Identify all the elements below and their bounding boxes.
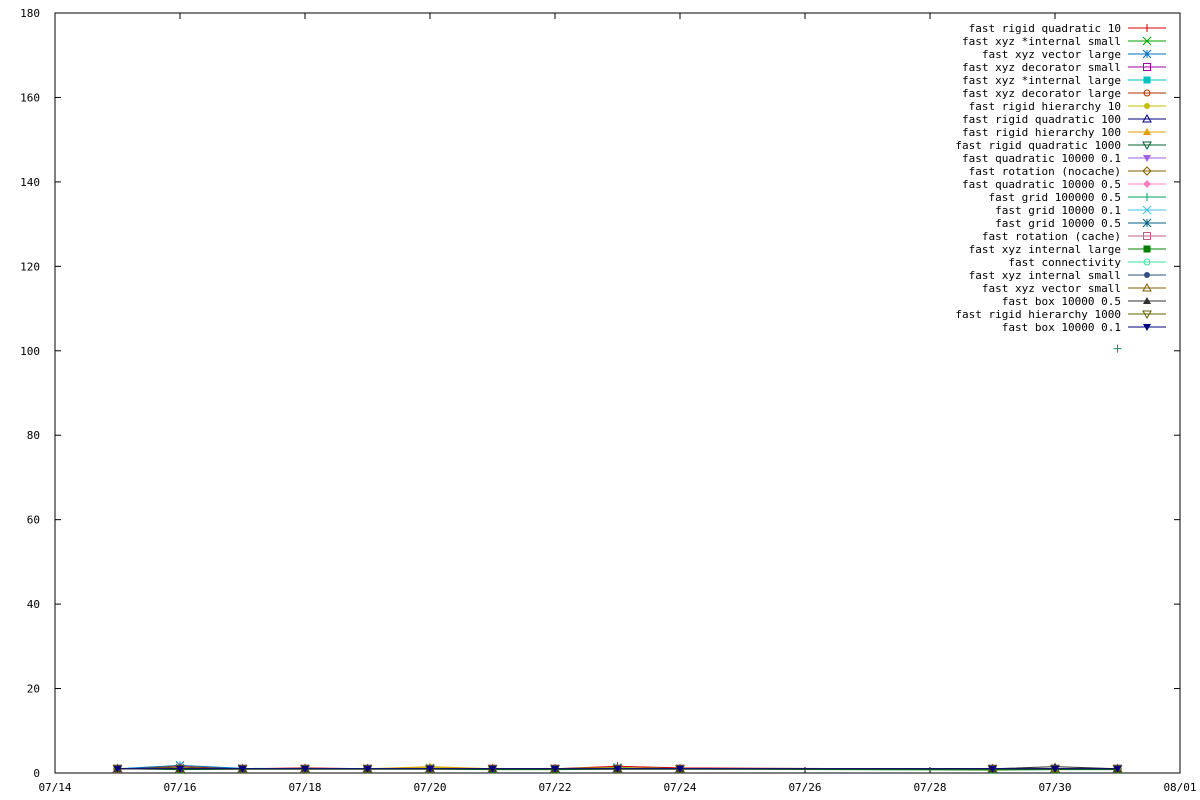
x-tick-label: 07/18 xyxy=(288,781,321,794)
legend-swatch-marker xyxy=(1142,218,1152,228)
legend-label: fast rigid hierarchy 1000 xyxy=(955,308,1121,321)
data-point xyxy=(551,765,559,773)
data-point xyxy=(301,765,309,773)
legend-swatch-marker xyxy=(1143,63,1151,71)
legend-swatch-marker xyxy=(1142,205,1152,215)
y-tick-label: 60 xyxy=(27,514,40,527)
series-layer xyxy=(112,344,1123,774)
legend-swatch-marker xyxy=(1142,166,1152,176)
y-tick-label: 0 xyxy=(33,767,40,780)
legend-swatch-marker xyxy=(1143,297,1151,304)
legend-label: fast quadratic 10000 0.1 xyxy=(962,152,1121,165)
y-tick-label: 120 xyxy=(20,260,40,273)
x-tick-label: 07/26 xyxy=(788,781,821,794)
x-tick-label: 08/01 xyxy=(1163,781,1196,794)
legend-label: fast grid 10000 0.5 xyxy=(995,217,1121,230)
data-point xyxy=(238,765,247,773)
legend-label: fast rigid quadratic 100 xyxy=(962,113,1121,126)
y-tick-label: 100 xyxy=(20,345,40,358)
legend-swatch-marker xyxy=(1142,141,1152,151)
y-tick-label: 40 xyxy=(27,598,40,611)
y-tick-label: 80 xyxy=(27,429,40,442)
axes: 0 20 40 60 80 100 120 140 160 180 07/14 07/16 07/18 0… xyxy=(20,7,1196,794)
data-point xyxy=(488,765,497,773)
y-tick-label: 140 xyxy=(20,176,40,189)
legend-swatch-marker xyxy=(1142,282,1152,292)
data-point xyxy=(1113,344,1122,353)
x-tick-label: 07/16 xyxy=(163,781,196,794)
legend-swatch-marker xyxy=(1143,245,1151,253)
y-tick-label: 160 xyxy=(20,91,40,104)
legend-swatch-marker xyxy=(1143,193,1151,201)
x-tick-label: 07/22 xyxy=(538,781,571,794)
legend-label: fast rigid hierarchy 10 xyxy=(969,100,1121,113)
legend-swatch-marker xyxy=(1143,324,1151,331)
legend-swatch-marker xyxy=(1143,89,1151,97)
legend-swatch-marker xyxy=(1143,128,1151,135)
data-point xyxy=(113,765,122,773)
legend-label: fast xyz *internal large xyxy=(962,74,1121,87)
legend-label: fast grid 10000 0.1 xyxy=(995,204,1121,217)
legend-swatch-marker xyxy=(1144,103,1150,109)
legend-label: fast connectivity xyxy=(1008,256,1121,269)
legend-label: fast rotation (nocache) xyxy=(969,165,1121,178)
data-point xyxy=(988,765,997,773)
legend-label: fast rigid quadratic 1000 xyxy=(955,139,1121,152)
legend-swatch-marker xyxy=(1143,258,1151,266)
legend-label: fast grid 100000 0.5 xyxy=(989,191,1121,204)
legend-label: fast rotation (cache) xyxy=(982,230,1121,243)
legend-swatch-marker xyxy=(1142,310,1152,320)
data-point xyxy=(1113,765,1122,773)
x-tick-label: 07/30 xyxy=(1038,781,1071,794)
data-point xyxy=(176,765,184,773)
legend-label: fast xyz *internal small xyxy=(962,35,1121,48)
x-tick-label: 07/24 xyxy=(663,781,696,794)
legend-swatch-marker xyxy=(1143,24,1151,32)
legend-label: fast xyz vector large xyxy=(982,48,1121,61)
legend-swatch-marker xyxy=(1143,76,1151,84)
series-23 xyxy=(113,765,1122,773)
x-tick-label: 07/28 xyxy=(913,781,946,794)
y-tick-label: 20 xyxy=(27,683,40,696)
series-13 xyxy=(113,344,1122,773)
legend-swatch-marker xyxy=(1143,155,1151,162)
legend-label: fast xyz internal large xyxy=(969,243,1121,256)
x-tick-label: 07/20 xyxy=(413,781,446,794)
legend-label: fast xyz vector small xyxy=(982,282,1121,295)
data-point xyxy=(363,765,372,773)
data-point xyxy=(426,765,434,773)
legend-label: fast xyz decorator large xyxy=(962,87,1121,100)
y-tick-label: 180 xyxy=(20,7,40,20)
data-point xyxy=(613,765,622,773)
legend-label: fast rigid quadratic 10 xyxy=(969,22,1121,35)
legend-swatch-marker xyxy=(1144,272,1150,278)
legend-swatch-marker xyxy=(1142,113,1152,123)
legend-label: fast box 10000 0.1 xyxy=(1002,321,1121,334)
legend-swatch-marker xyxy=(1142,36,1152,46)
x-tick-label: 07/14 xyxy=(38,781,71,794)
legend-label: fast xyz internal small xyxy=(969,269,1121,282)
data-point xyxy=(676,765,684,773)
legend-label: fast quadratic 10000 0.5 xyxy=(962,178,1121,191)
legend-swatch-marker xyxy=(1142,49,1152,59)
legend-label: fast xyz decorator small xyxy=(962,61,1121,74)
data-point xyxy=(1051,765,1059,773)
legend-label: fast rigid hierarchy 100 xyxy=(962,126,1121,139)
legend-swatch-marker xyxy=(1143,180,1151,188)
legend-label: fast box 10000 0.5 xyxy=(1002,295,1121,308)
legend-swatch-marker xyxy=(1143,232,1151,240)
